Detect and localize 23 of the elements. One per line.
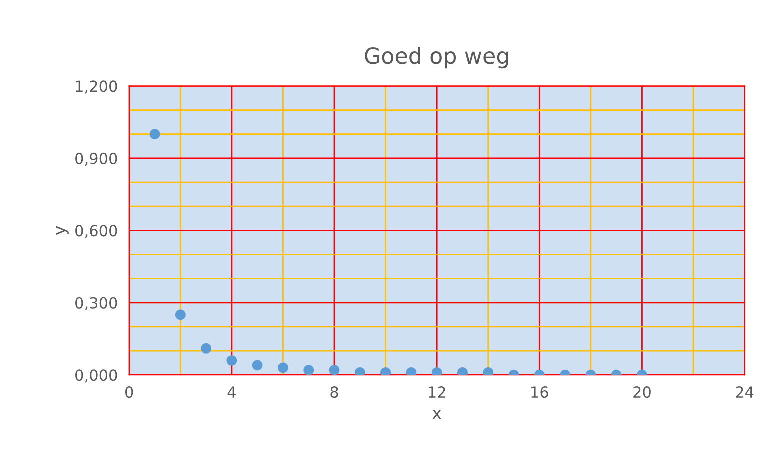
- point: [201, 343, 212, 354]
- x-tick-label: 16: [532, 386, 548, 398]
- point: [150, 129, 160, 140]
- point: [226, 355, 238, 366]
- x-tick-label: 12: [429, 386, 446, 398]
- y-tick-label: 1,200: [76, 80, 118, 94]
- y-tick-label: 0,000: [76, 370, 118, 383]
- point: [252, 360, 263, 371]
- y-tick-label: 0,900: [76, 152, 118, 166]
- y-axis-title: y: [56, 226, 69, 236]
- point: [304, 365, 314, 376]
- point: [175, 310, 186, 320]
- x-tick-label: 20: [634, 386, 651, 398]
- x-axis-title: x: [432, 410, 442, 420]
- point: [329, 365, 340, 376]
- x-tick-label: 4: [228, 386, 236, 398]
- x-tick-label: 24: [736, 386, 754, 398]
- x-tick-label: 0: [126, 386, 134, 398]
- y-tick-label: 0,600: [76, 225, 118, 238]
- point: [278, 362, 288, 374]
- y-tick-label: 0,300: [76, 297, 118, 310]
- x-tick-label: 8: [330, 386, 338, 398]
- chart-title: Goed op weg: [365, 47, 508, 69]
